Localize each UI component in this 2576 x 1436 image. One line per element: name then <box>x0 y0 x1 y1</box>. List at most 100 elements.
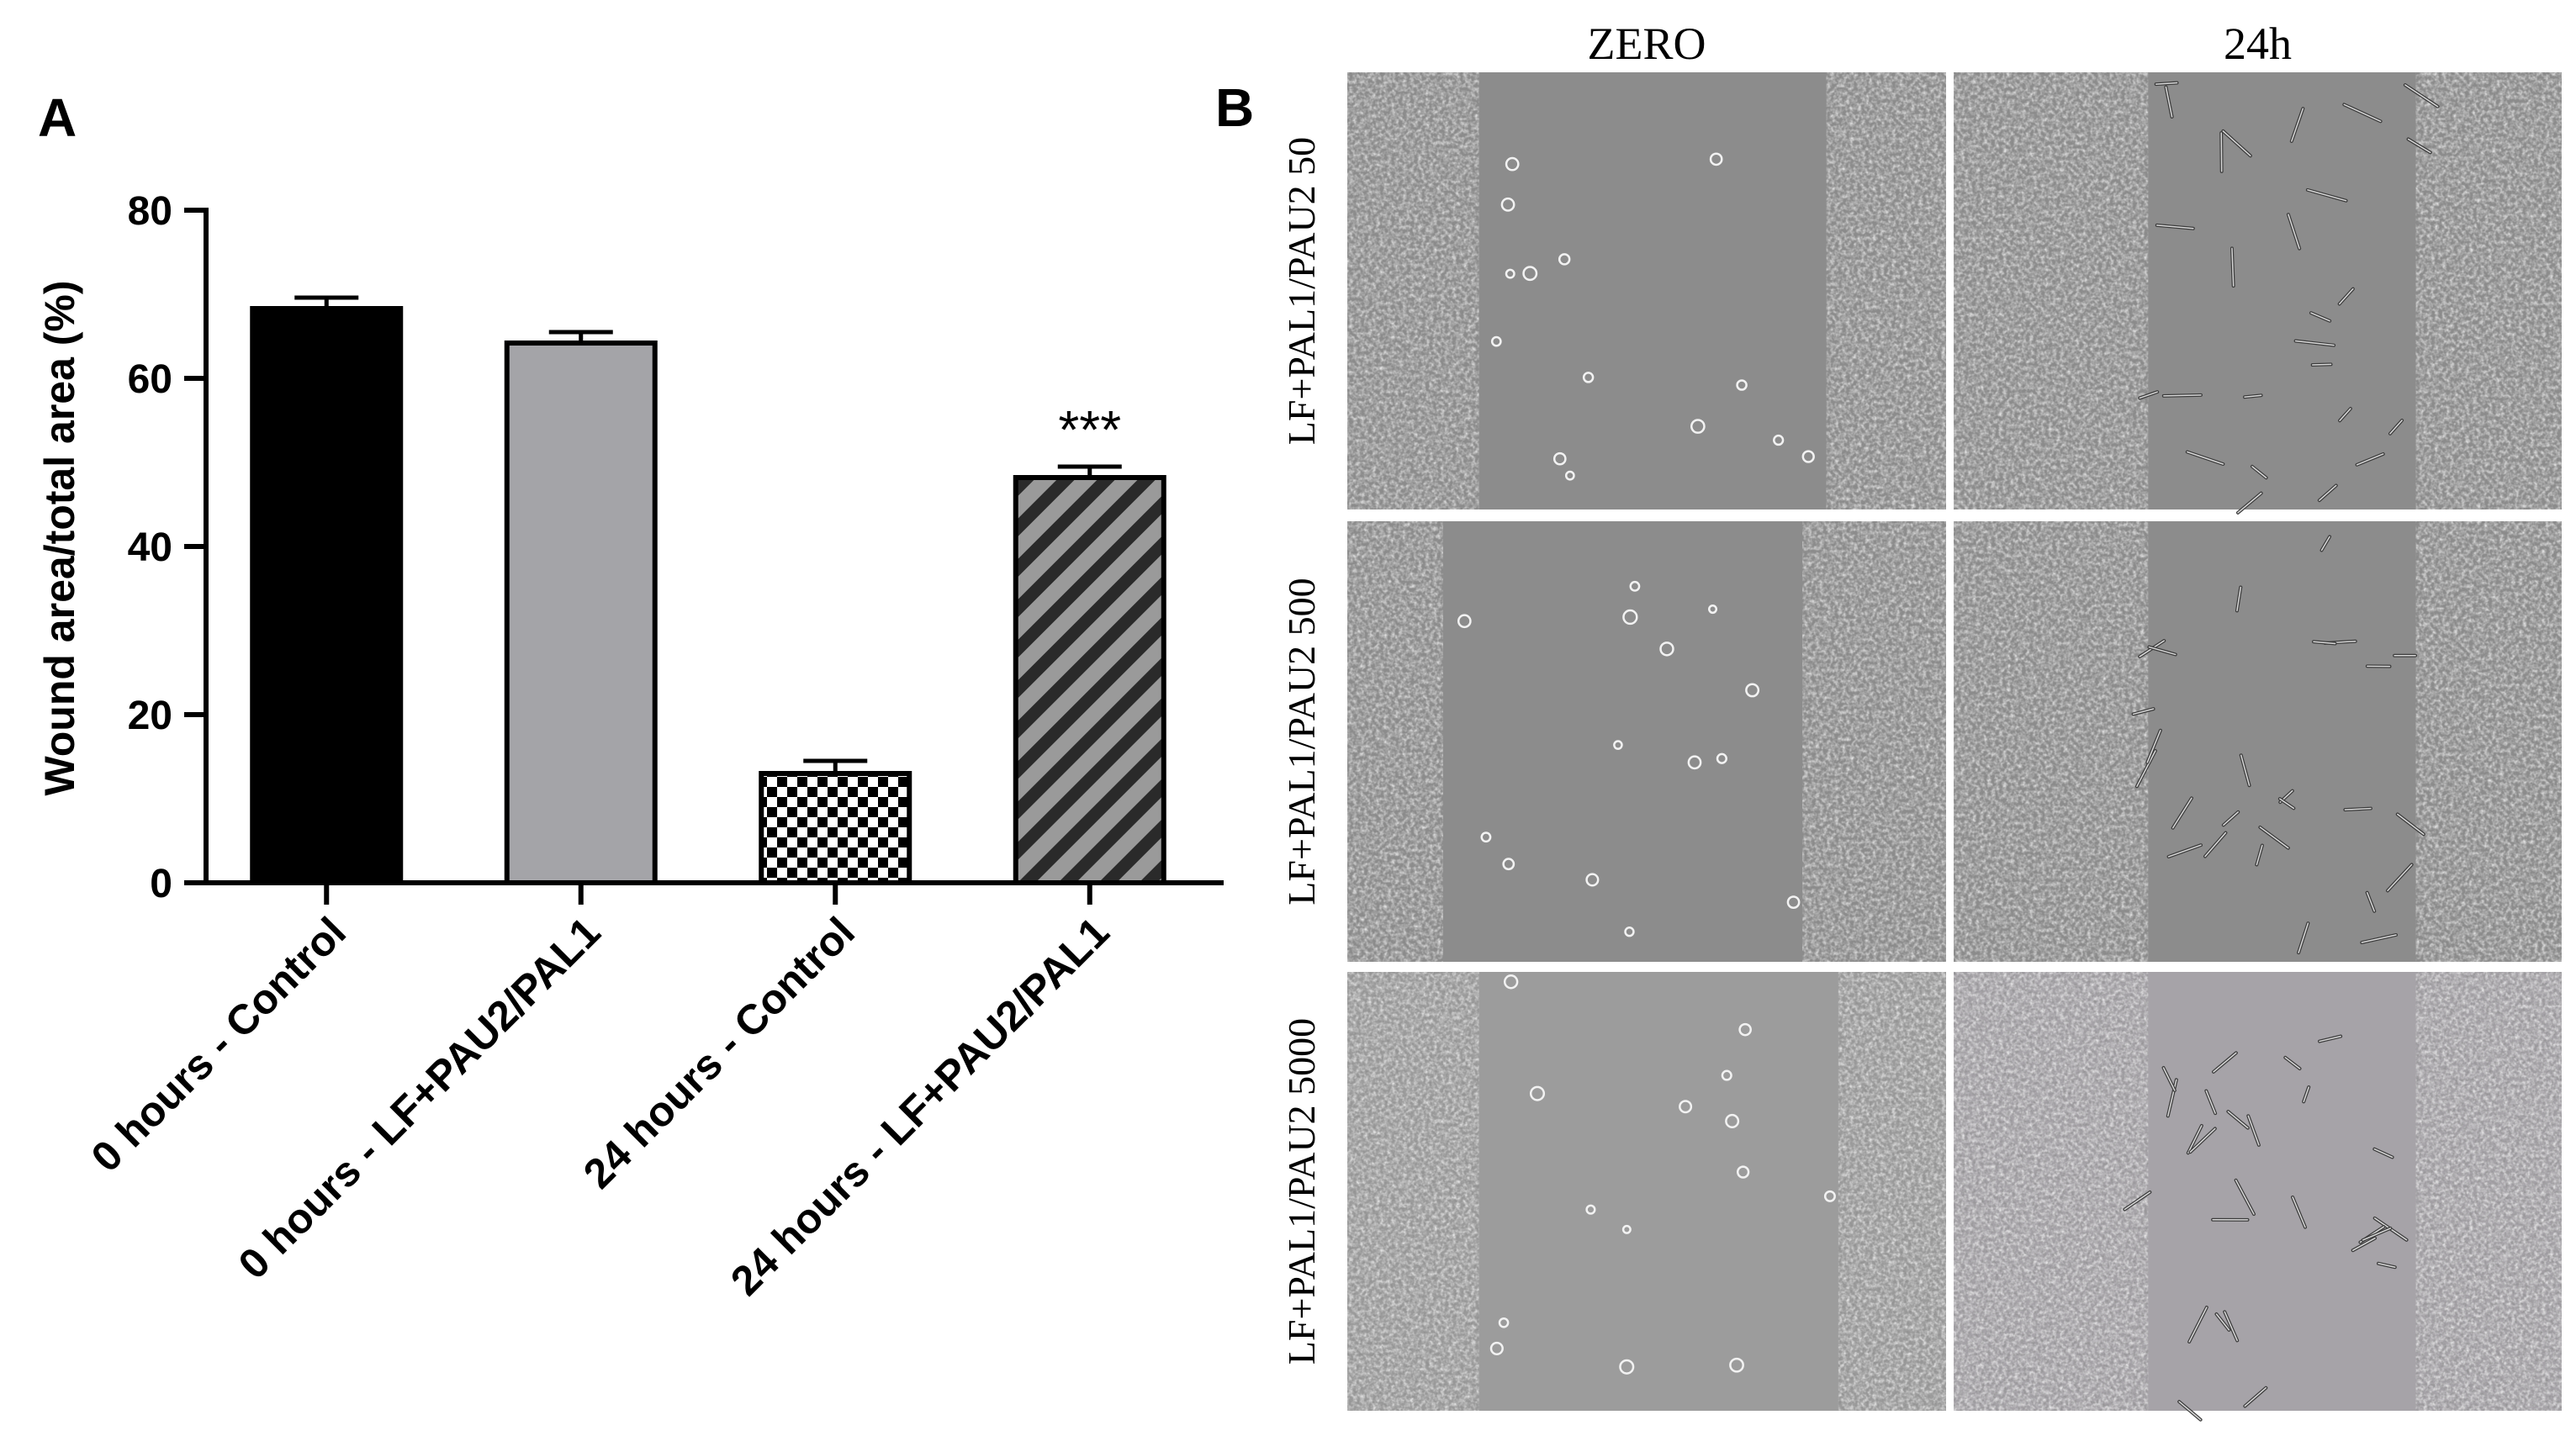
floating-cell <box>1505 268 1515 279</box>
migrating-cell-highlight <box>2167 1079 2177 1117</box>
migrating-cell-highlight <box>2319 1035 2341 1043</box>
floating-cell <box>1721 1069 1732 1081</box>
cell-layer-right-dark <box>2415 972 2562 1411</box>
migrating-cell-highlight <box>2205 1090 2216 1114</box>
migrating-cell-highlight <box>2215 1313 2230 1331</box>
migrating-cell-highlight <box>2155 82 2178 85</box>
migrating-cell-highlight <box>2163 394 2202 397</box>
migrating-cell-highlight <box>2366 891 2376 912</box>
migrating-cell-highlight <box>2247 1115 2260 1146</box>
micrograph-r2-c2 <box>1954 521 2562 962</box>
y-tick-label: 40 <box>128 525 172 570</box>
migrating-cell-highlight <box>2378 1263 2396 1268</box>
migrating-cell-highlight <box>2303 1086 2309 1103</box>
migrating-cell-highlight <box>2387 863 2413 892</box>
migrating-cell-highlight <box>2139 391 2158 399</box>
floating-cell <box>1629 580 1641 592</box>
floating-cell <box>1679 1100 1693 1114</box>
column-label-1: ZERO <box>1588 18 1706 69</box>
migrating-cell-highlight <box>2319 484 2337 501</box>
y-tick-label: 60 <box>128 357 172 402</box>
micrograph-r1-c1 <box>1347 72 1946 509</box>
migrating-cell-highlight <box>2279 798 2295 810</box>
migrating-cell-highlight <box>2124 1191 2151 1211</box>
bar-4 <box>1013 475 1166 885</box>
bar-2 <box>504 341 658 885</box>
migrating-cell-highlight <box>2373 1148 2394 1159</box>
floating-cell <box>1558 253 1571 266</box>
migrating-cell-highlight <box>2404 84 2439 108</box>
micrograph-r3-c2 <box>1954 972 2562 1422</box>
floating-cell <box>1613 740 1623 750</box>
migrating-cell-highlight <box>2204 832 2227 858</box>
cell-layer-left-dark <box>1347 972 1479 1411</box>
cell-layer-left-dark <box>1954 521 2149 962</box>
cell-layer-right-dark <box>1826 72 1946 509</box>
floating-cell <box>1529 1085 1546 1101</box>
migrating-cell-highlight <box>2291 108 2304 142</box>
floating-cell <box>1736 1165 1750 1179</box>
column-label-2: 24h <box>2224 18 2292 69</box>
migrating-cell-highlight <box>2244 1386 2267 1407</box>
migrating-cell-highlight <box>2146 730 2161 763</box>
cell-layer-right-dark <box>2415 72 2562 509</box>
migrating-cell-highlight <box>2311 363 2332 366</box>
migrating-cell-highlight <box>2310 312 2330 322</box>
migrating-cell-highlight <box>2148 646 2177 656</box>
bar-3 <box>759 771 912 885</box>
floating-cell <box>1690 419 1706 434</box>
migrating-cell-highlight <box>2292 1196 2306 1228</box>
migrating-cell-highlight <box>2189 1127 2216 1153</box>
floating-cell <box>1736 379 1748 391</box>
migrating-cell-highlight <box>2136 750 2156 788</box>
floating-cell <box>1745 683 1760 698</box>
floating-cell <box>1786 895 1801 910</box>
floating-cell <box>1564 470 1575 481</box>
migrating-cell-highlight <box>2407 138 2431 154</box>
y-tick-label: 20 <box>128 694 172 738</box>
migrating-cell-highlight <box>2237 492 2262 514</box>
migrating-cell-highlight <box>2343 103 2382 123</box>
migrating-cell-highlight <box>2339 408 2351 422</box>
floating-cell <box>1503 974 1519 990</box>
migrating-cell-highlight <box>2132 708 2155 715</box>
floating-cell <box>1687 755 1702 770</box>
floating-cell <box>1457 614 1472 629</box>
category-label-3: 24 hours - Control <box>574 908 864 1197</box>
migrating-cell-highlight <box>2397 813 2425 835</box>
floating-cell <box>1708 604 1718 615</box>
migrating-cell-highlight <box>2251 466 2267 478</box>
floating-cell <box>1585 873 1600 887</box>
cell-layer-left-dark <box>1954 972 2149 1411</box>
bars-layer <box>250 306 1166 885</box>
category-label-1: 0 hours - Control <box>82 908 355 1180</box>
floating-cell <box>1582 372 1595 383</box>
migrating-cell-highlight <box>2361 934 2397 943</box>
migrating-cell-highlight <box>2389 420 2403 435</box>
migrating-cell-highlight <box>2259 826 2289 849</box>
y-tick-label: 0 <box>150 862 172 906</box>
floating-cell <box>1624 927 1635 937</box>
migrating-cell-highlight <box>2227 1111 2249 1129</box>
row-label-1: LF+PAL1/PAU2 50 <box>1280 137 1323 445</box>
cell-layer-right-dark <box>2415 521 2562 962</box>
floating-cell <box>1801 450 1815 463</box>
migrating-cell-highlight <box>2356 453 2384 466</box>
floating-cell <box>1622 609 1638 626</box>
row-label-2: LF+PAL1/PAU2 500 <box>1280 578 1323 905</box>
floating-cell <box>1585 1204 1596 1215</box>
panel-a-letter: A <box>38 87 77 148</box>
migrating-cell-highlight <box>2284 1057 2301 1069</box>
migrating-cell-highlight <box>2298 922 2309 953</box>
floating-cell <box>1773 434 1785 446</box>
migrating-cell-highlight <box>2307 189 2347 202</box>
migrating-cell-highlight <box>2167 844 2202 858</box>
micrograph-r3-c1 <box>1347 972 1946 1411</box>
row-label-3: LF+PAL1/PAU2 5000 <box>1280 1018 1323 1365</box>
migrating-cell-highlight <box>2156 224 2194 230</box>
floating-cell <box>1500 197 1515 212</box>
migrating-cell-highlight <box>2344 807 2372 810</box>
floating-cell <box>1480 832 1492 843</box>
